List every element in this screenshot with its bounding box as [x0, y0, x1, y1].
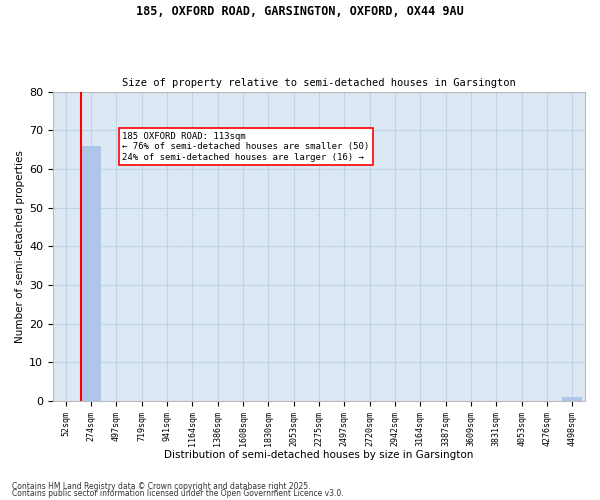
- Bar: [81, 146, 101, 401]
- Text: Contains public sector information licensed under the Open Government Licence v3: Contains public sector information licen…: [12, 489, 344, 498]
- Title: Size of property relative to semi-detached houses in Garsington: Size of property relative to semi-detach…: [122, 78, 516, 88]
- X-axis label: Distribution of semi-detached houses by size in Garsington: Distribution of semi-detached houses by …: [164, 450, 473, 460]
- Bar: [562, 397, 583, 401]
- Y-axis label: Number of semi-detached properties: Number of semi-detached properties: [15, 150, 25, 343]
- Text: 185, OXFORD ROAD, GARSINGTON, OXFORD, OX44 9AU: 185, OXFORD ROAD, GARSINGTON, OXFORD, OX…: [136, 5, 464, 18]
- Text: Contains HM Land Registry data © Crown copyright and database right 2025.: Contains HM Land Registry data © Crown c…: [12, 482, 311, 491]
- Text: 185 OXFORD ROAD: 113sqm
← 76% of semi-detached houses are smaller (50)
24% of se: 185 OXFORD ROAD: 113sqm ← 76% of semi-de…: [122, 132, 370, 162]
